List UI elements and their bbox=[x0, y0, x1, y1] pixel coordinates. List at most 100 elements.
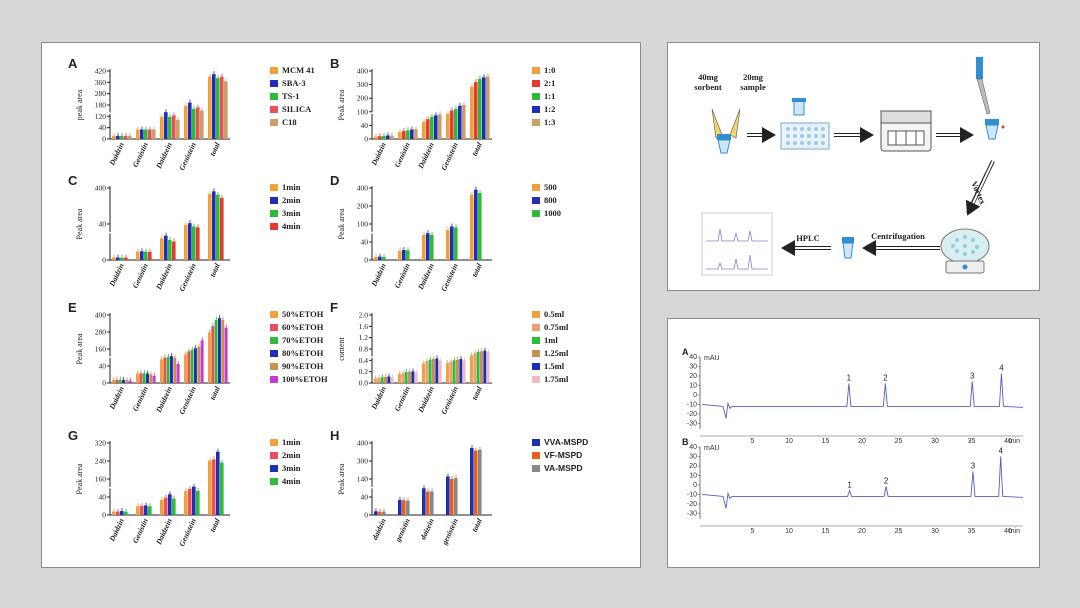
x-tick-label: total bbox=[470, 516, 484, 533]
bar bbox=[402, 249, 406, 260]
x-tick-label: Daidzin bbox=[107, 385, 126, 412]
x-tick-label: total bbox=[208, 140, 222, 157]
peak-label: 1 bbox=[847, 480, 852, 489]
bar bbox=[184, 491, 188, 515]
bar bbox=[374, 378, 377, 383]
legend-swatch bbox=[270, 452, 278, 459]
y-tick-label: 40 bbox=[99, 362, 107, 371]
legend-swatch bbox=[270, 311, 278, 318]
bar bbox=[192, 108, 196, 139]
bar bbox=[120, 135, 124, 139]
y-tick-label: 400 bbox=[357, 67, 369, 76]
x-tick-label: 5 bbox=[751, 438, 755, 445]
bar bbox=[438, 360, 442, 383]
bar bbox=[220, 76, 224, 139]
bar bbox=[452, 360, 456, 383]
x-tick-label: 15 bbox=[822, 438, 830, 445]
legend-swatch bbox=[270, 363, 278, 370]
bar bbox=[115, 379, 119, 383]
bar bbox=[474, 82, 478, 139]
bar bbox=[172, 241, 176, 260]
vial-icon bbox=[842, 237, 854, 259]
bar bbox=[166, 356, 170, 383]
bar bbox=[144, 251, 148, 260]
bar bbox=[208, 460, 212, 515]
legend-swatch bbox=[532, 337, 540, 344]
y-tick-label: 160 bbox=[95, 475, 107, 484]
bar bbox=[212, 74, 216, 139]
y-tick-label: 140 bbox=[357, 475, 369, 484]
bar bbox=[208, 193, 212, 260]
x-tick-label: daizein bbox=[418, 517, 435, 541]
bar bbox=[112, 379, 115, 383]
bar bbox=[410, 129, 414, 139]
bar bbox=[187, 351, 191, 383]
bar bbox=[483, 350, 487, 383]
bar bbox=[374, 256, 378, 260]
bar bbox=[422, 488, 426, 515]
bar bbox=[188, 488, 192, 515]
y-tick-label: 0 bbox=[364, 256, 368, 265]
x-tick-label: total bbox=[470, 140, 484, 157]
y-tick-label: 40 bbox=[361, 238, 369, 247]
x-tick-label: Daidzin bbox=[369, 141, 388, 168]
bar bbox=[118, 379, 122, 383]
bar bbox=[470, 448, 474, 515]
x-tick-label: 15 bbox=[822, 528, 830, 535]
bar bbox=[208, 76, 212, 139]
legend-entry: 1:2 bbox=[544, 104, 555, 114]
bar bbox=[196, 107, 200, 139]
y-tick-label: 0.8 bbox=[359, 345, 369, 354]
peak-label: 1 bbox=[847, 373, 852, 382]
legend-entry: SBA-3 bbox=[282, 78, 306, 88]
bar bbox=[124, 511, 128, 515]
y-tick-label: -10 bbox=[687, 402, 697, 409]
bar bbox=[224, 81, 228, 139]
legend-swatch bbox=[532, 311, 540, 318]
bar bbox=[422, 234, 426, 260]
bar bbox=[220, 462, 224, 515]
bar bbox=[112, 511, 116, 515]
bar bbox=[374, 511, 378, 515]
legend-entry: 800 bbox=[544, 195, 557, 205]
legend-swatch bbox=[532, 324, 540, 331]
x-tick-label: Daidzin bbox=[107, 141, 126, 168]
bar bbox=[382, 135, 386, 139]
y-tick-label: 280 bbox=[95, 328, 107, 337]
legend-entry: 1min bbox=[282, 182, 301, 192]
bar bbox=[136, 373, 139, 383]
x-tick-label: 5 bbox=[751, 528, 755, 535]
bar bbox=[149, 374, 153, 383]
y-tick-label: 40 bbox=[361, 493, 369, 502]
bar bbox=[382, 256, 386, 260]
y-tick-label: 400 bbox=[95, 311, 107, 320]
legend-entry: 2min bbox=[282, 450, 301, 460]
x-tick-label: 35 bbox=[968, 438, 976, 445]
legend-entry: 2:1 bbox=[544, 78, 555, 88]
y-tick-label: 0 bbox=[102, 135, 106, 144]
bar bbox=[430, 116, 434, 139]
bar bbox=[446, 229, 450, 260]
y-tick-label: 0 bbox=[364, 511, 368, 520]
bar bbox=[142, 373, 146, 383]
chromatogram-trace bbox=[701, 373, 1024, 419]
bar bbox=[200, 340, 204, 383]
x-tick-label: 30 bbox=[931, 438, 939, 445]
y-tick-label: -20 bbox=[687, 501, 697, 508]
bar bbox=[406, 250, 410, 260]
chromatogram-label: A bbox=[682, 347, 689, 357]
legend-entry: 90%ETOH bbox=[282, 361, 324, 371]
bar bbox=[140, 129, 144, 139]
legend-swatch bbox=[532, 80, 540, 87]
y-tick-label: 2.0 bbox=[359, 311, 369, 320]
bar bbox=[459, 359, 463, 383]
legend-swatch bbox=[270, 67, 278, 74]
sample-label: 20mg sample bbox=[740, 72, 766, 92]
y-tick-label: 10 bbox=[689, 383, 697, 390]
legend-entry: 4min bbox=[282, 221, 301, 231]
